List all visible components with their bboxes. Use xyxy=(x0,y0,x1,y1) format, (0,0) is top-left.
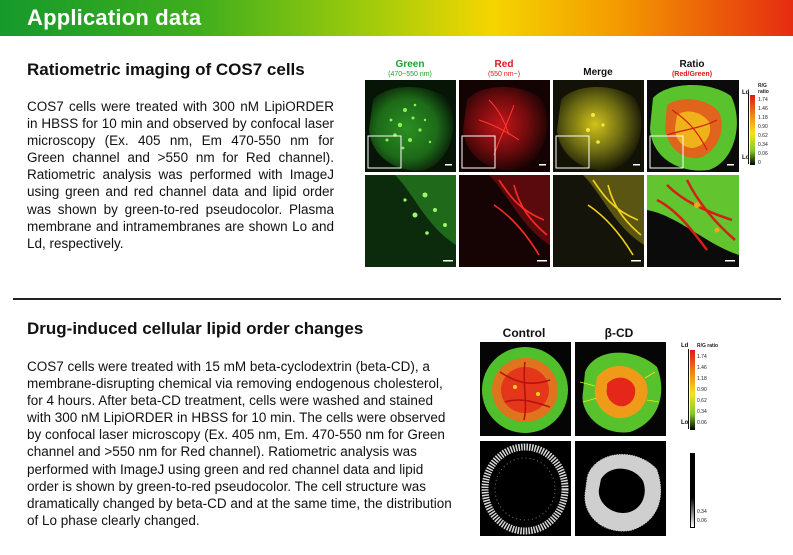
scale2-axis-line xyxy=(688,349,689,429)
image-red-zoom xyxy=(459,175,550,267)
section-body-ratiometric: COS7 cells were treated with 300 nM Lipi… xyxy=(27,99,334,251)
image-merge-zoom xyxy=(553,175,644,267)
scale1-tick: 0 xyxy=(758,160,761,166)
scale2-bw-tick: 0.06 xyxy=(697,518,707,524)
scale2-ld-label: Ld xyxy=(681,343,689,349)
scale2-tick: 0.62 xyxy=(697,398,707,404)
caption-ratio-sub: (Red/Green) xyxy=(671,71,713,78)
image-green-overview xyxy=(365,80,456,172)
scale1-title-line1: R/G xyxy=(758,83,767,89)
image-control-lo xyxy=(480,441,571,536)
scale1-tick: 0.06 xyxy=(758,151,768,157)
image-ratio-overview xyxy=(647,80,739,172)
caption-green-sub: (470~550 nm) xyxy=(388,71,432,78)
image-green-zoom xyxy=(365,175,456,267)
scale1-tick: 1.46 xyxy=(758,106,768,112)
image-control-ratio xyxy=(480,342,571,436)
scale1-title-line2: ratio xyxy=(758,89,769,95)
caption-red: Red xyxy=(494,59,514,70)
section-body-drug-induced: COS7 cells were treated with 15 mM beta-… xyxy=(27,359,452,528)
scale2-tick: 0.34 xyxy=(697,409,707,415)
scale2-tick: 1.46 xyxy=(697,365,707,371)
scale1-ld-label: Ld xyxy=(742,90,750,96)
section-title-drug-induced: Drug-induced cellular lipid order change… xyxy=(27,319,364,338)
caption-ratio: Ratio xyxy=(679,59,705,70)
scale2-tick: 0.06 xyxy=(697,420,707,426)
image-merge-overview xyxy=(553,80,644,172)
image-red-overview xyxy=(459,80,550,172)
image-beta-cd-lo xyxy=(575,441,666,536)
caption-green: Green xyxy=(395,59,425,70)
caption-merge: Merge xyxy=(583,67,613,78)
scale2-tick: 1.18 xyxy=(697,376,707,382)
image-beta-cd-ratio xyxy=(575,342,666,436)
scale1-tick: 1.18 xyxy=(758,115,768,121)
caption-control: Control xyxy=(502,326,546,340)
colorbar-ratio-2 xyxy=(690,350,695,430)
caption-red-sub: (550 nm~) xyxy=(487,71,521,78)
scale2-tick: 0.90 xyxy=(697,387,707,393)
scale1-tick: 1.74 xyxy=(758,97,768,103)
scale1-lo-label: Lo xyxy=(742,155,750,161)
scale1-tick: 0.90 xyxy=(758,124,768,130)
header-bar xyxy=(0,0,793,36)
section-title-ratiometric: Ratiometric imaging of COS7 cells xyxy=(27,60,305,79)
scale2-title: R/G ratio xyxy=(697,343,719,349)
scale2-bw-tick: 0.34 xyxy=(697,509,707,515)
scale1-tick: 0.62 xyxy=(758,133,768,139)
section-divider xyxy=(13,298,781,300)
colorbar-lo-binary xyxy=(690,453,695,528)
scale2-tick: 1.74 xyxy=(697,354,707,360)
scale1-axis-line xyxy=(748,92,749,164)
scale2-lo-label: Lo xyxy=(681,420,689,426)
colorbar-ratio-1 xyxy=(750,95,755,165)
scale1-tick: 0.34 xyxy=(758,142,768,148)
page-title: Application data xyxy=(27,5,202,30)
caption-beta-cd: β-CD xyxy=(604,326,634,340)
image-ratio-zoom xyxy=(647,175,739,267)
